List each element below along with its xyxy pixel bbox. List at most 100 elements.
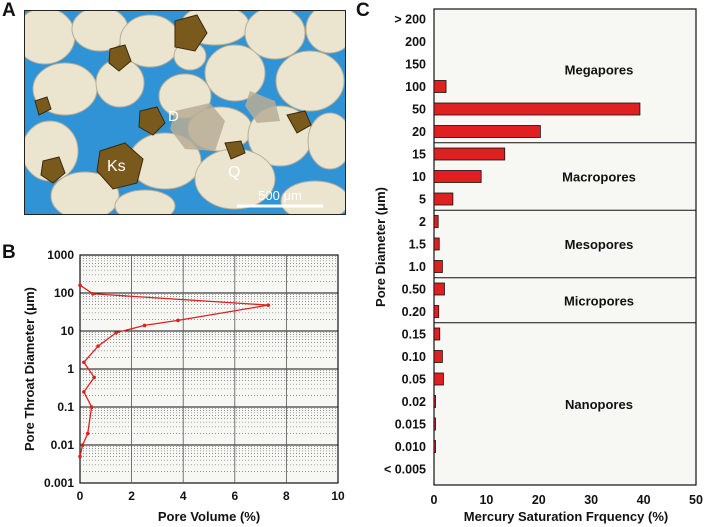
- pore-throat-y-label: Pore Throat Diameter (μm): [22, 287, 37, 451]
- x-tick-label: 30: [584, 493, 598, 507]
- mercury-saturation-y-ticks: > 200 200 150 100 50 20 15 10 5 2 1.5 1.0 0.50 0.20 0.…: [384, 13, 426, 477]
- y-tick-label: 150: [405, 58, 426, 72]
- y-tick-label: 0.20: [402, 305, 426, 319]
- bar: [433, 102, 641, 116]
- pore-throat-x-label: Pore Volume (%): [158, 509, 260, 524]
- y-tick-label: 0.015: [395, 418, 426, 432]
- micrograph-drawing: D Ks Q 500 μm: [25, 11, 345, 214]
- y-tick-label: 10: [412, 170, 426, 184]
- pore-class-zones: Megapores Macropores Mesopores Micropores Na…: [434, 63, 696, 412]
- y-tick-label: 0.1: [57, 400, 74, 414]
- label-d: D: [168, 108, 179, 125]
- x-tick-label: 2: [128, 489, 135, 503]
- bar: [433, 417, 436, 431]
- data-point: [80, 443, 85, 447]
- y-tick-label: 50: [412, 103, 426, 117]
- label-q: Q: [228, 164, 240, 181]
- bar: [433, 215, 439, 228]
- y-tick-label: 5: [419, 193, 426, 207]
- data-point: [78, 454, 82, 459]
- pore-throat-y-ticks: 0.001 0.01 0.1 1 10 100 1000: [44, 248, 74, 490]
- y-tick-label: 0.01: [51, 438, 75, 452]
- x-tick-label: 0: [431, 493, 438, 507]
- mercury-saturation-chart: Megapores Macropores Mesopores Micropores Na…: [373, 8, 703, 524]
- thin-section-micrograph: D Ks Q 500 μm: [24, 10, 346, 215]
- bar: [433, 305, 440, 318]
- y-tick-label: 20: [412, 125, 426, 139]
- bar: [433, 170, 482, 183]
- y-tick-label: 1.5: [409, 238, 426, 252]
- x-tick-label: 8: [283, 489, 290, 503]
- bar: [433, 260, 443, 273]
- y-tick-label: 0.001: [44, 476, 74, 490]
- x-tick-label: 50: [689, 493, 703, 507]
- y-tick-label: 0.05: [402, 373, 426, 387]
- y-tick-label: 0.010: [395, 440, 426, 454]
- y-tick-label: 15: [412, 148, 426, 162]
- mercury-saturation-x-label: Mercury Saturation Frquency (%): [464, 509, 668, 524]
- bar: [433, 125, 541, 138]
- y-tick-label: 10: [61, 324, 75, 338]
- panel-a-letter: A: [2, 0, 16, 21]
- y-tick-label: 0.15: [402, 328, 426, 342]
- pore-throat-x-ticks: 0 2 4 6 8 10: [77, 489, 345, 503]
- bar: [433, 237, 440, 251]
- y-tick-label: > 200: [394, 13, 426, 27]
- data-point: [266, 303, 271, 307]
- y-tick-label: 100: [405, 80, 426, 94]
- data-point: [85, 431, 90, 436]
- y-tick-label: 1000: [47, 248, 74, 262]
- zone-label: Micropores: [564, 293, 634, 308]
- bar: [433, 372, 444, 386]
- mercury-saturation-bars: [433, 80, 641, 453]
- mercury-saturation-plot-area: [433, 8, 697, 486]
- k-feldspar-grains: [34, 14, 312, 190]
- pore-throat-points: [78, 283, 271, 459]
- x-tick-label: 4: [180, 489, 187, 503]
- data-point: [78, 283, 82, 288]
- x-tick-label: 20: [532, 493, 546, 507]
- x-tick-label: 6: [231, 489, 238, 503]
- bar: [433, 350, 443, 363]
- y-tick-label: 1.0: [409, 260, 426, 274]
- data-point: [96, 344, 100, 348]
- data-point: [92, 375, 96, 380]
- data-point: [89, 405, 94, 409]
- bar: [433, 192, 454, 206]
- zone-label: Nanopores: [565, 397, 633, 412]
- x-tick-label: 10: [479, 493, 493, 507]
- dolomite-cement: [170, 91, 280, 151]
- pore-throat-curve: [79, 284, 269, 457]
- x-tick-label: 10: [331, 489, 345, 503]
- data-point: [91, 292, 95, 296]
- quartz-grains: [25, 11, 345, 214]
- bar: [433, 327, 441, 341]
- x-tick-label: 0: [77, 489, 84, 503]
- y-tick-label: < 0.005: [384, 463, 426, 477]
- bar: [433, 80, 447, 93]
- panel-b-letter: B: [2, 242, 16, 263]
- y-tick-label: 0.10: [402, 350, 426, 364]
- zone-label: Megapores: [565, 63, 634, 78]
- y-tick-label: 1: [67, 362, 74, 376]
- y-tick-label: 0.50: [402, 283, 426, 297]
- data-point: [142, 323, 147, 328]
- zone-label: Macropores: [562, 170, 636, 185]
- label-ks: Ks: [107, 158, 126, 175]
- bar: [433, 440, 436, 453]
- data-point: [82, 360, 86, 365]
- bar: [433, 395, 436, 408]
- panel-c-letter: C: [356, 0, 370, 21]
- y-tick-label: 100: [54, 286, 74, 300]
- zone-label: Mesopores: [565, 237, 634, 252]
- data-point: [176, 318, 180, 323]
- bar: [433, 147, 506, 161]
- bar: [433, 282, 445, 296]
- y-tick-label: 200: [405, 35, 426, 49]
- data-point: [82, 390, 86, 394]
- mercury-saturation-x-ticks: 0 10 20 30 40 50: [431, 493, 703, 507]
- x-tick-label: 40: [637, 493, 651, 507]
- scale-bar-label: 500 μm: [258, 188, 302, 203]
- y-tick-label: 0.02: [402, 395, 426, 409]
